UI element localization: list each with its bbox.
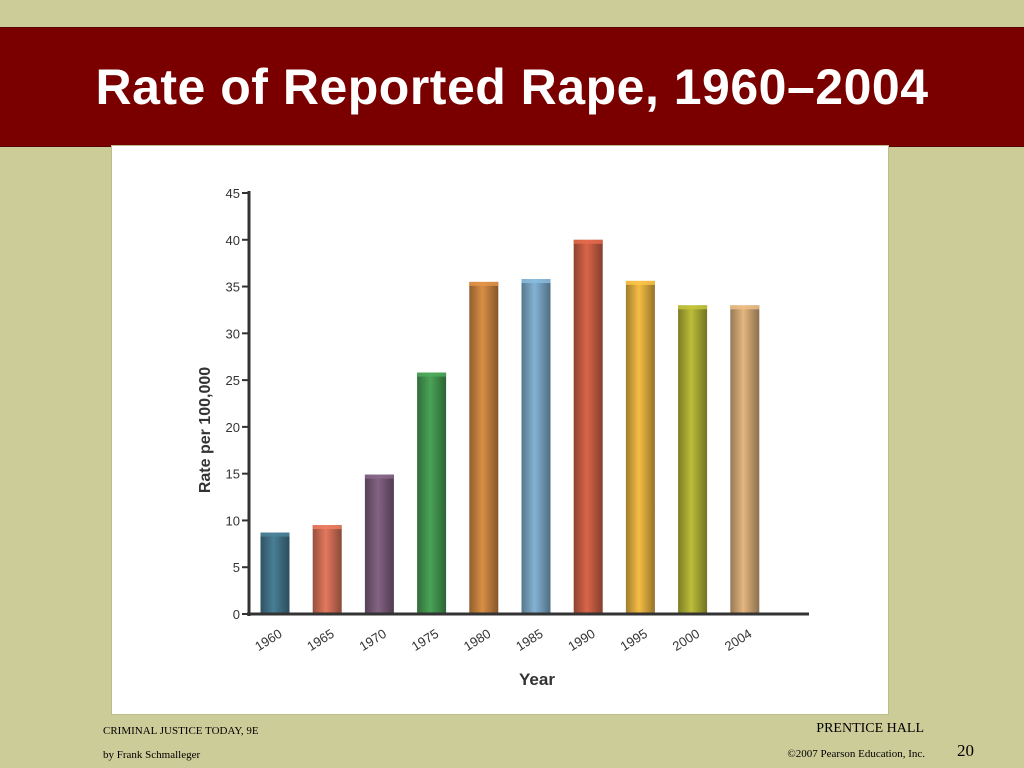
- y-axis-title: Rate per 100,000: [197, 367, 214, 493]
- bar-cap-1980: [469, 281, 499, 286]
- x-tick-label: 1985: [513, 626, 545, 654]
- bar-cap-1960: [260, 532, 290, 537]
- x-tick-label: 2000: [670, 626, 702, 654]
- slide-title: Rate of Reported Rape, 1960–2004: [95, 59, 929, 115]
- y-tick-label: 10: [226, 513, 240, 528]
- bar-2000: [678, 305, 708, 614]
- footer-copyright: ©2007 Pearson Education, Inc.: [787, 748, 925, 760]
- x-tick-label: 1995: [618, 626, 650, 654]
- y-tick-label: 40: [226, 233, 240, 248]
- page-number: 20: [957, 741, 974, 760]
- bar-1975: [417, 372, 447, 614]
- footer-book-title: CRIMINAL JUSTICE TODAY, 9E: [103, 725, 259, 737]
- y-tick-label: 0: [233, 607, 240, 622]
- bar-cap-1970: [364, 474, 394, 479]
- bar-1965: [312, 525, 342, 614]
- bar-cap-1985: [521, 279, 551, 284]
- bar-cap-1965: [312, 525, 342, 530]
- footer-publisher: PRENTICE HALL: [816, 721, 924, 736]
- bar-cap-1975: [417, 372, 447, 377]
- y-tick-label: 25: [226, 373, 240, 388]
- bar-1980: [469, 281, 499, 614]
- y-tick-label: 45: [226, 186, 240, 201]
- bar-cap-2000: [678, 305, 708, 310]
- y-tick-label: 15: [226, 467, 240, 482]
- x-tick-label: 1975: [409, 626, 441, 654]
- x-tick-label: 1980: [461, 626, 493, 654]
- chart-panel: 0 5 10 15 20 25 30 35 40 45 1960 1965 1970 1975 1980 19…: [111, 145, 889, 715]
- y-tick-label: 20: [226, 420, 240, 435]
- footer-author: by Frank Schmalleger: [103, 749, 201, 761]
- bar-1985: [521, 279, 551, 614]
- y-tick-label: 35: [226, 280, 240, 295]
- bar-1970: [364, 474, 394, 614]
- bar-chart: 0 5 10 15 20 25 30 35 40 45 1960 1965 1970 1975 1980 19…: [197, 186, 809, 689]
- bar-cap-2004: [730, 305, 760, 310]
- bar-cap-1990: [573, 239, 603, 244]
- x-tick-label: 2004: [722, 626, 754, 654]
- x-axis-title: Year: [519, 670, 555, 689]
- bar-1995: [625, 280, 655, 614]
- title-band: Rate of Reported Rape, 1960–2004: [0, 27, 1024, 147]
- x-tick-label: 1965: [304, 626, 336, 654]
- x-tick-label: 1960: [252, 626, 284, 654]
- bar-1990: [573, 239, 603, 615]
- y-tick-label: 5: [233, 560, 240, 575]
- bar-1960: [260, 532, 290, 614]
- x-tick-label: 1990: [565, 626, 597, 654]
- bar-cap-1995: [625, 280, 655, 285]
- bar-2004: [730, 305, 760, 614]
- y-tick-label: 30: [226, 326, 240, 341]
- x-tick-label: 1970: [357, 626, 389, 654]
